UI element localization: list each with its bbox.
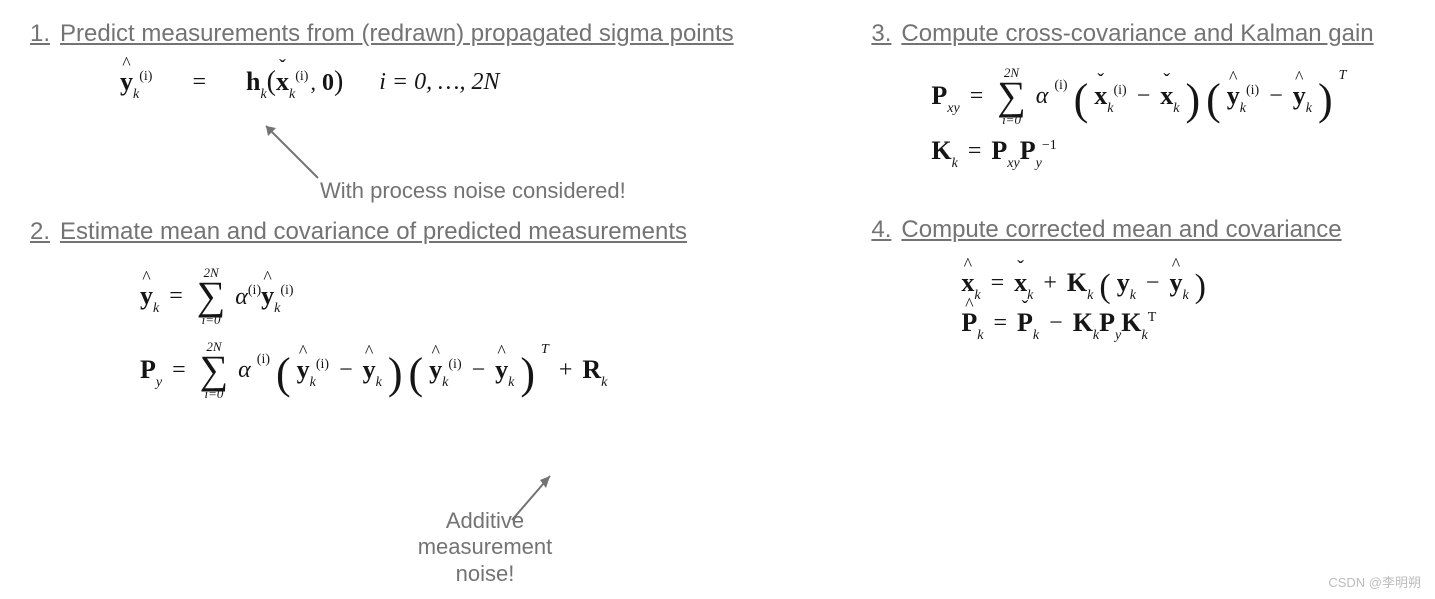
step-3-pxy-equation: Pxy = 2N ∑ i=0 α(i) ( xk(i) − xk	[931, 66, 1405, 126]
step-2-heading: 2. Estimate mean and covariance of predi…	[30, 218, 811, 246]
step-3-k-equation: Kk = PxyPy−1	[931, 136, 1405, 166]
step-4-title: Compute corrected mean and covariance	[901, 216, 1341, 244]
step-2-mean-equation: yk = 2N ∑ i=0 α(i)yk(i)	[140, 266, 811, 326]
step-4-p-equation: Pk = Pk − KkPyKkT	[961, 308, 1405, 338]
step-2-note: Additive measurement noise!	[395, 508, 575, 587]
step-4: 4. Compute corrected mean and covariance…	[871, 216, 1405, 338]
step-1-number: 1.	[30, 20, 50, 48]
step-1-heading: 1. Predict measurements from (redrawn) p…	[30, 20, 811, 48]
step-2-cov-equation: Py = 2N ∑ i=0 α(i) ( yk(i) − yk	[140, 340, 811, 400]
step-1: 1. Predict measurements from (redrawn) p…	[30, 20, 811, 98]
step-3: 3. Compute cross-covariance and Kalman g…	[871, 20, 1405, 166]
step-2-title: Estimate mean and covariance of predicte…	[60, 218, 687, 246]
step-1-range: i = 0, …, 2N	[379, 69, 499, 96]
summation-icon: 2N ∑ i=0	[997, 66, 1026, 126]
summation-icon: 2N ∑ i=0	[200, 340, 229, 400]
step-3-title: Compute cross-covariance and Kalman gain	[901, 20, 1373, 48]
step-4-heading: 4. Compute corrected mean and covariance	[871, 216, 1405, 244]
step-1-equation: yk(i) = hk(xk(i), 0) i = 0, …, 2N	[120, 66, 811, 98]
step-1-note: With process noise considered!	[320, 178, 626, 204]
step-2-number: 2.	[30, 218, 50, 246]
step-3-heading: 3. Compute cross-covariance and Kalman g…	[871, 20, 1405, 48]
step-4-number: 4.	[871, 216, 891, 244]
step-3-number: 3.	[871, 20, 891, 48]
step-2: 2. Estimate mean and covariance of predi…	[30, 218, 811, 400]
watermark: CSDN @李明朔	[1328, 572, 1421, 591]
summation-icon: 2N ∑ i=0	[197, 266, 226, 326]
step-1-title: Predict measurements from (redrawn) prop…	[60, 20, 734, 48]
step-4-x-equation: xk = xk + Kk ( yk − yk	[961, 268, 1405, 298]
